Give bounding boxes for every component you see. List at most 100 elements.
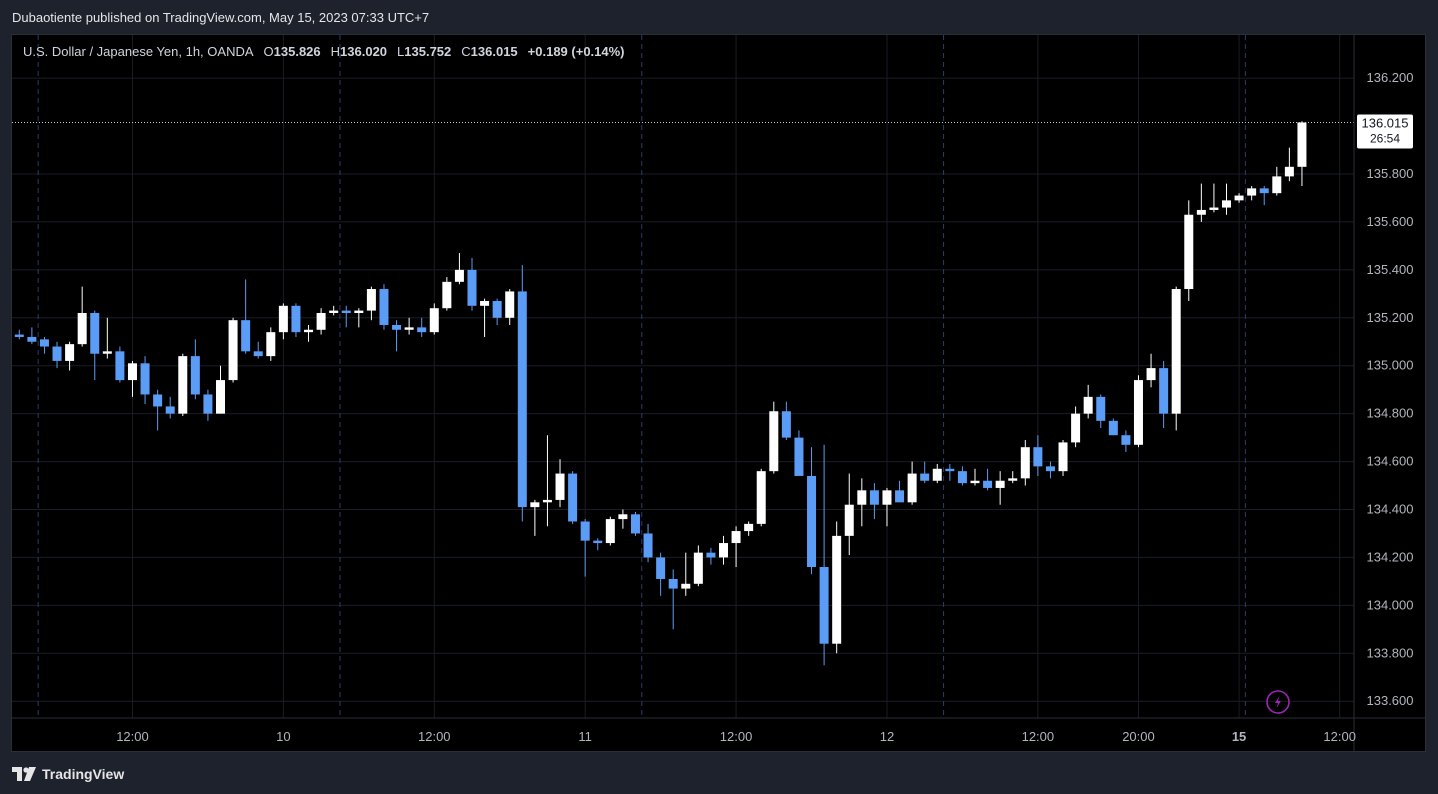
candle — [316, 308, 326, 335]
candle — [807, 447, 817, 575]
candle-body — [366, 289, 376, 311]
candle — [203, 389, 213, 421]
candle-body — [329, 310, 339, 313]
price-tick-label: 133.600 — [1367, 693, 1414, 708]
candle — [14, 329, 24, 340]
candle-body — [693, 552, 703, 584]
price-tick-label: 134.200 — [1367, 549, 1414, 564]
price-chart[interactable]: 136.200 135.800 135.600 135.400 135.200 135.0… — [12, 35, 1425, 751]
candle-body — [970, 480, 980, 484]
price-change: +0.189 (+0.14%) — [528, 44, 625, 59]
candle — [1096, 394, 1106, 429]
candle-body — [681, 583, 691, 589]
candle-body — [1071, 413, 1081, 443]
candle-body — [756, 471, 766, 524]
candle — [756, 468, 766, 527]
candle — [417, 317, 427, 337]
candle — [404, 317, 414, 335]
candle — [454, 253, 464, 285]
candle — [278, 303, 288, 340]
candle-body — [1133, 380, 1143, 445]
candle-body — [241, 320, 251, 352]
candles — [14, 121, 1307, 666]
candle-body — [1196, 209, 1206, 215]
time-tick-label: 12:00 — [1022, 729, 1055, 744]
symbol-name: U.S. Dollar / Japanese Yen, 1h, OANDA — [23, 44, 254, 59]
candle-body — [253, 351, 263, 357]
price-tick-label: 135.800 — [1367, 166, 1414, 181]
candle-body — [656, 557, 666, 580]
candle — [77, 286, 87, 347]
candle — [693, 545, 703, 587]
candle — [1121, 430, 1131, 452]
candle — [140, 356, 150, 405]
candle — [945, 463, 955, 481]
price-tick-label: 135.400 — [1367, 262, 1414, 277]
candle — [1071, 406, 1081, 448]
candle — [605, 516, 615, 546]
candle — [1222, 183, 1231, 215]
candle-body — [1108, 420, 1118, 436]
price-tick-label: 134.600 — [1367, 454, 1414, 469]
price-tick-label: 134.400 — [1367, 502, 1414, 517]
candle — [178, 353, 188, 417]
candle-body — [630, 514, 640, 534]
candle — [781, 401, 791, 441]
time-tick-label: 12:00 — [720, 729, 753, 744]
candle — [932, 463, 942, 484]
candle-body — [957, 471, 967, 484]
candle-body — [1096, 396, 1106, 421]
candle — [530, 499, 540, 536]
time-axis[interactable]: 12:00 10 12:00 11 12:00 12 12:00 20:00 15 12:00 — [12, 717, 1425, 744]
candle-body — [1184, 214, 1194, 290]
chart-panel[interactable]: 136.200 135.800 135.600 135.400 135.200 135.0… — [11, 34, 1426, 752]
candle-body — [895, 490, 905, 503]
candle-body — [1234, 195, 1244, 201]
candle-body — [1045, 466, 1055, 472]
candle-body — [794, 437, 804, 476]
candle-body — [1008, 478, 1018, 481]
candle-body — [216, 380, 225, 414]
footer: TradingView — [0, 756, 1438, 794]
candle — [505, 289, 515, 325]
price-tick-label: 135.000 — [1367, 358, 1414, 373]
candle-body — [379, 289, 389, 325]
candle — [190, 339, 200, 400]
candle-body — [266, 332, 276, 357]
candle-body — [731, 531, 741, 544]
candle — [1045, 461, 1055, 479]
candle-body — [505, 291, 515, 318]
candle-body — [65, 344, 75, 361]
candle — [1008, 471, 1018, 484]
candle — [844, 473, 854, 556]
candle — [719, 535, 728, 565]
svg-text:136.015: 136.015 — [1362, 115, 1409, 130]
candle — [52, 341, 62, 369]
publisher-bar: Dubaotiente published on TradingView.com… — [0, 0, 1438, 34]
candle-body — [203, 394, 213, 414]
publisher-line: Dubaotiente published on TradingView.com… — [12, 10, 430, 25]
price-axis[interactable]: 136.200 135.800 135.600 135.400 135.200 135.0… — [1353, 35, 1414, 751]
candle — [467, 257, 477, 311]
candle-body — [819, 567, 829, 644]
candle-body — [593, 540, 603, 544]
candle — [706, 547, 716, 565]
candle-body — [618, 514, 628, 520]
candle-body — [77, 312, 87, 345]
tradingview-logo[interactable]: TradingView — [12, 766, 124, 782]
candle — [329, 305, 339, 316]
last-price-tag: 136.015 26:54 — [1357, 114, 1413, 149]
lightning-icon[interactable] — [1266, 690, 1290, 714]
time-tick-label: 12:00 — [116, 729, 149, 744]
candle — [102, 317, 112, 359]
price-tick-label: 136.200 — [1367, 70, 1414, 85]
candle-body — [278, 305, 288, 333]
candle-body — [127, 363, 137, 381]
candle — [153, 389, 163, 431]
candle — [291, 303, 301, 337]
candle — [366, 286, 376, 321]
candle — [1272, 166, 1282, 196]
candle-body — [643, 533, 653, 558]
candle — [429, 303, 439, 335]
candle-body — [291, 305, 301, 333]
